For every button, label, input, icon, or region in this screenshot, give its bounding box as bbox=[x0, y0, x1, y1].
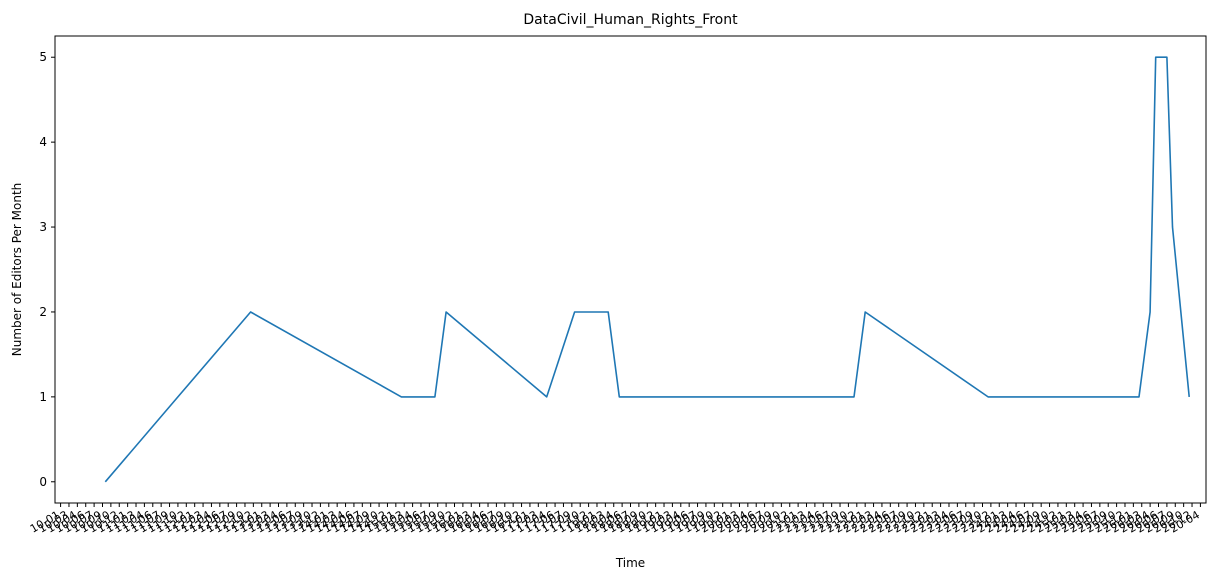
plot-frame bbox=[54, 35, 1207, 504]
chart-title: DataCivil_Human_Rights_Front bbox=[523, 12, 738, 28]
y-tick-label: 2 bbox=[39, 305, 47, 319]
y-tick-label: 0 bbox=[39, 475, 47, 489]
y-tick-label: 3 bbox=[39, 220, 47, 234]
series-line-0 bbox=[104, 56, 1190, 483]
y-axis-label: Number of Editors Per Month bbox=[10, 183, 24, 357]
x-axis: 10-0110-0310-0410-0610-0710-0910-1010-12… bbox=[28, 503, 1202, 536]
y-tick-label: 5 bbox=[39, 50, 47, 64]
series-layer bbox=[104, 56, 1190, 483]
y-tick-label: 4 bbox=[39, 135, 47, 149]
y-axis: 0 1 2 3 4 5 bbox=[39, 50, 55, 489]
x-axis-label: Time bbox=[615, 556, 645, 570]
y-tick-label: 1 bbox=[39, 390, 47, 404]
